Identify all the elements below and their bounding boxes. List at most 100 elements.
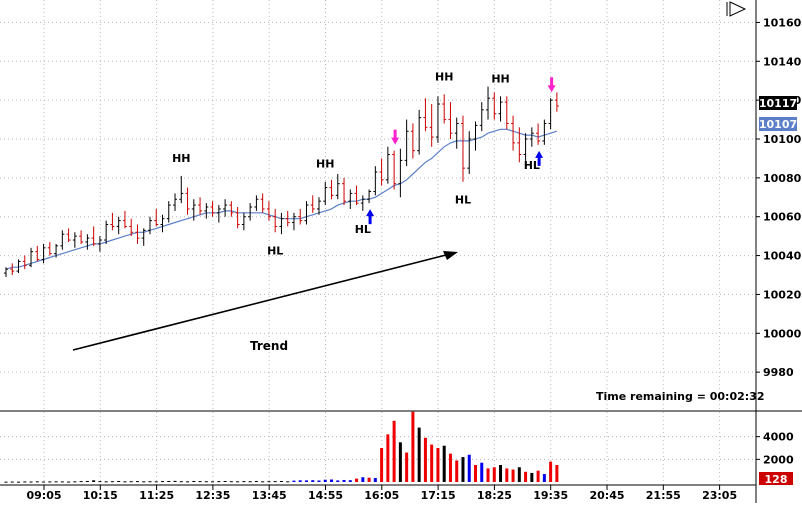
y-tick-label: 10160: [763, 16, 802, 29]
ohlc-bar: [504, 96, 509, 130]
ohlc-bar: [479, 102, 484, 132]
y-tick-label: 10000: [763, 327, 802, 340]
y-tick-label: 10060: [763, 211, 802, 224]
volume-bar: [135, 481, 139, 483]
ohlc-bar: [141, 228, 146, 246]
ohlc-bar: [248, 203, 253, 221]
last-volume-box: 128: [759, 472, 793, 486]
ohlc-bar: [254, 195, 259, 211]
ohlc-bar: [442, 94, 447, 124]
vol-tick-label: 4000: [763, 431, 794, 444]
volume-bar: [173, 480, 177, 482]
volume-bar: [229, 481, 233, 483]
volume-bar: [448, 453, 452, 482]
ohlc-bar: [329, 179, 334, 200]
volume-bar: [455, 460, 459, 482]
ohlc-bar: [135, 224, 140, 244]
volume-grid: [0, 412, 756, 485]
ohlc-bar: [486, 86, 491, 120]
x-tick-label: 14:55: [308, 489, 343, 502]
trend-arrow: [72, 251, 458, 351]
volume-bar: [117, 480, 121, 482]
volume-bar: [542, 474, 546, 482]
ohlc-bar: [454, 117, 459, 149]
hh-label: HH: [316, 158, 334, 171]
ohlc-bar: [310, 195, 315, 213]
volume-bar: [167, 480, 171, 482]
ohlc-bar: [173, 193, 178, 211]
time-remaining: Time remaining = 00:02:32: [596, 390, 764, 403]
ohlc-bar: [110, 212, 115, 231]
ohlc-bar: [536, 123, 541, 145]
ohlc-bar: [179, 175, 184, 204]
vol-tick-label: 2000: [763, 453, 794, 466]
volume-bar: [198, 481, 202, 483]
volume-bar: [330, 479, 334, 482]
volume-bar: [67, 481, 71, 483]
down-arrow-icon: [391, 129, 400, 145]
volume-bar: [4, 481, 8, 483]
volume-bar: [386, 434, 390, 482]
x-axis: 09:05 10:15 11:25 12:35 13:45 14:55 16:05 17:15…: [26, 485, 737, 502]
volume-bar: [10, 481, 14, 483]
ohlc-bar: [198, 197, 203, 215]
volume-bar: [461, 457, 465, 482]
ohlc-bar: [373, 166, 378, 196]
ohlc-bar: [260, 193, 265, 213]
volume-bar: [23, 481, 27, 483]
ohlc-bar: [323, 181, 328, 206]
volume-bar: [480, 462, 484, 482]
volume-bar: [248, 481, 252, 483]
volume-bar: [192, 480, 196, 482]
volume-bar: [367, 477, 371, 482]
ohlc-bar: [379, 158, 384, 186]
ohlc-bar: [16, 259, 21, 274]
panel-toggle-icon[interactable]: [726, 1, 747, 17]
ohlc-bar: [554, 92, 559, 112]
volume-bar: [361, 477, 365, 482]
ohlc-bar: [410, 123, 415, 159]
y-tick-label: 9980: [763, 366, 794, 379]
volume-bar: [204, 481, 208, 483]
volume-bar: [492, 467, 496, 482]
ohlc-bar: [417, 109, 422, 155]
hh-label: HH: [491, 72, 509, 85]
volume-bar: [179, 481, 183, 483]
volume-bar: [60, 481, 64, 483]
volume-bar: [123, 481, 127, 483]
ohlc-bar: [460, 115, 465, 182]
ohlc-bar: [448, 102, 453, 139]
hl-label: HL: [455, 194, 471, 207]
ohlc-bar: [223, 199, 228, 217]
ohlc-bar: [467, 131, 472, 174]
volume-bar: [373, 478, 377, 482]
ohlc-bar: [304, 201, 309, 225]
volume-bar: [292, 480, 296, 482]
ohlc-bar: [229, 201, 234, 217]
ma-value-label: 10107: [759, 118, 797, 131]
volume-bar: [317, 480, 321, 482]
ohlc-bar: [72, 232, 77, 248]
volume-bar: [261, 481, 265, 483]
x-tick-label: 09:05: [26, 489, 61, 502]
volume-bar: [442, 445, 446, 482]
ohlc-bar: [22, 255, 27, 270]
volume-bar: [267, 481, 271, 483]
ohlc-bar: [517, 127, 522, 163]
volume-bar: [98, 481, 102, 483]
volume-bar: [85, 480, 89, 482]
ohlc-bar: [29, 247, 34, 268]
volume-bar: [336, 480, 340, 482]
x-tick-label: 16:05: [364, 489, 399, 502]
x-tick-label: 12:35: [195, 489, 230, 502]
volume-bar: [254, 480, 258, 482]
volume-bar: [304, 480, 308, 482]
ohlc-bar: [529, 127, 534, 147]
volume-bar: [286, 481, 290, 483]
x-tick-label: 23:05: [702, 489, 737, 502]
ohlc-bar: [185, 187, 190, 215]
volume-bar: [35, 481, 39, 483]
ohlc-bar: [523, 133, 528, 165]
ohlc-bar: [204, 203, 209, 219]
